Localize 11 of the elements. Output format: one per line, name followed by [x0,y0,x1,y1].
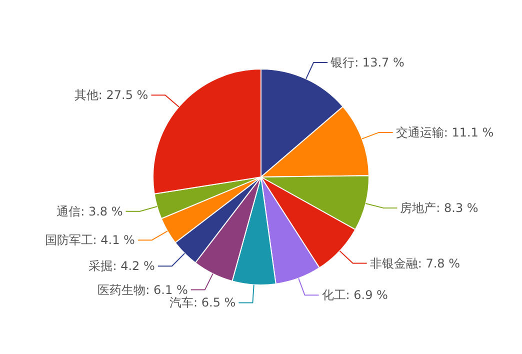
slice-label: 非银金融: 7.8 % [370,256,460,270]
slice-label: 交通运输: 11.1 % [396,125,494,140]
slice-label: 银行: 13.7 % [330,55,404,70]
slice-label: 房地产: 8.3 % [400,200,478,215]
slice-label: 其他: 27.5 % [74,88,148,102]
slice-label: 采掘: 4.2 % [88,259,155,274]
slice-label: 通信: 3.8 % [56,204,123,218]
slice-label: 汽车: 6.5 % [170,296,236,310]
slice-label: 医药生物: 6.1 % [98,282,188,297]
slice-label: 国防军工: 4.1 % [44,233,135,248]
slice-label: 化工: 6.9 % [322,288,388,302]
